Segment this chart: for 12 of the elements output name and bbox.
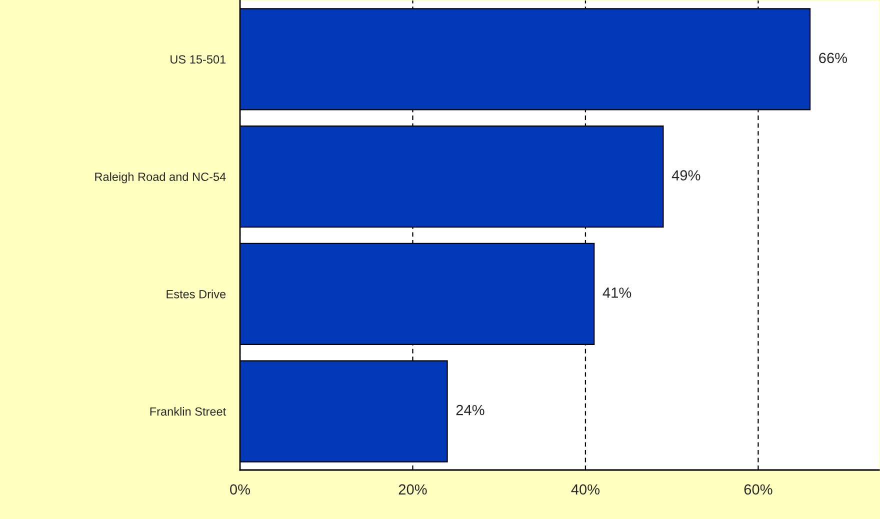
data-label: 24%	[456, 404, 484, 416]
x-tick-label: 40%	[571, 484, 600, 495]
y-tick-label: Raleigh Road and NC-54	[95, 172, 226, 184]
x-tick-label: 20%	[398, 484, 427, 495]
y-tick-label: US 15-501	[170, 55, 226, 64]
y-tick-label: Franklin Street	[150, 407, 226, 416]
data-label: 41%	[602, 288, 632, 298]
data-label: 49%	[672, 170, 700, 180]
x-tick-label: 60%	[744, 484, 772, 495]
x-tick-label: 0%	[230, 484, 250, 495]
data-label: 66%	[819, 52, 848, 64]
y-tick-label: Estes Drive	[166, 290, 226, 298]
